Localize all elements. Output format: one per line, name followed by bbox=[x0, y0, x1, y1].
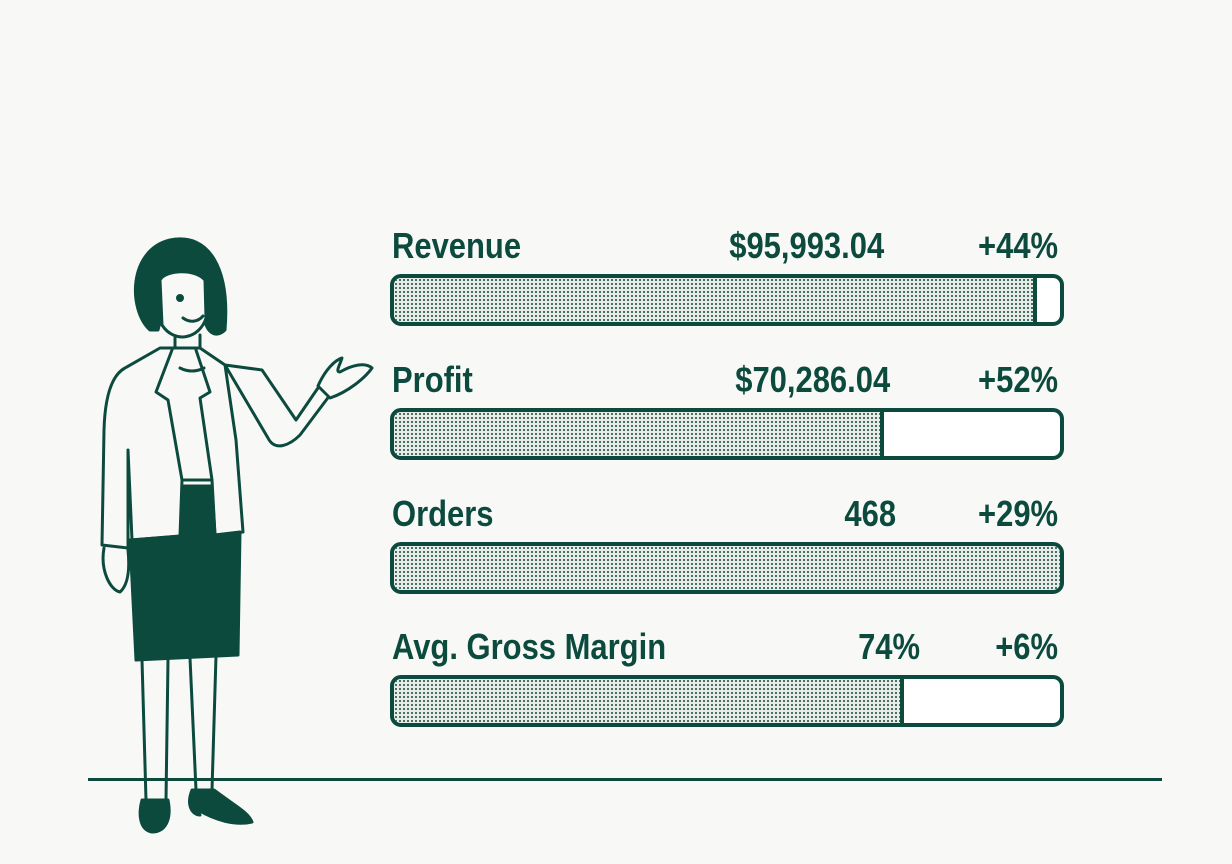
jacket bbox=[100, 346, 245, 550]
progress-bar bbox=[390, 408, 1064, 460]
shoe bbox=[138, 798, 171, 834]
presenter-illustration bbox=[100, 237, 374, 834]
kpi-change: +29% bbox=[977, 493, 1058, 534]
progress-fill bbox=[394, 546, 1060, 590]
progress-fill bbox=[394, 278, 1038, 322]
kpi-label: Profit bbox=[392, 359, 473, 400]
kpi-label: Orders bbox=[392, 493, 494, 534]
progress-bar bbox=[390, 542, 1064, 594]
face bbox=[158, 270, 208, 339]
hand bbox=[316, 356, 374, 400]
kpi-change: +6% bbox=[995, 626, 1058, 667]
kpi-change: +44% bbox=[977, 225, 1058, 266]
kpi-change: +52% bbox=[977, 359, 1058, 400]
progress-fill bbox=[394, 679, 905, 723]
ground-line bbox=[88, 778, 1162, 781]
kpi-value: 468 bbox=[844, 493, 896, 534]
kpi-value: $95,993.04 bbox=[729, 225, 884, 266]
pointing-arm bbox=[223, 363, 332, 448]
kpi-label: Revenue bbox=[392, 225, 522, 266]
progress-bar bbox=[390, 675, 1064, 727]
progress-fill bbox=[394, 412, 885, 456]
shoe bbox=[188, 788, 254, 825]
skirt bbox=[128, 484, 242, 662]
kpi-value: $70,286.04 bbox=[735, 359, 890, 400]
progress-bar bbox=[390, 274, 1064, 326]
kpi-label: Avg. Gross Margin bbox=[392, 626, 667, 667]
kpi-value: 74% bbox=[858, 626, 920, 667]
